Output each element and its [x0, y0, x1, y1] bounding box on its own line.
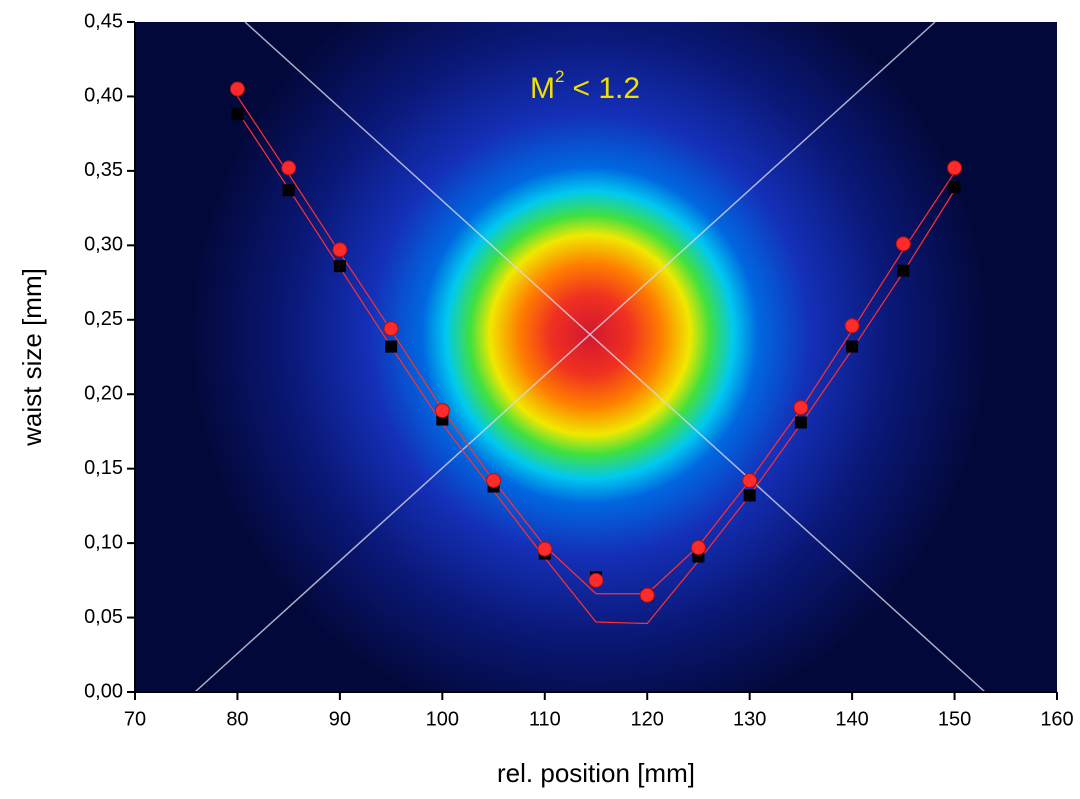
circle-point	[794, 401, 808, 415]
circle-point	[896, 237, 910, 251]
square-point	[949, 181, 961, 193]
x-tick-label: 110	[529, 708, 561, 730]
circle-point	[487, 474, 501, 488]
annotation: M2 < 1.2	[530, 67, 640, 104]
circle-point	[384, 322, 398, 336]
x-axis-label: rel. position [mm]	[497, 758, 695, 788]
circle-point	[691, 541, 705, 555]
x-tick-label: 160	[1040, 708, 1073, 730]
x-tick-label: 140	[835, 708, 868, 730]
circle-point	[640, 588, 654, 602]
annotation-base: M	[530, 72, 555, 105]
square-point	[744, 489, 756, 501]
chart: M2 < 1.2 rel. position [mm] waist size [m…	[0, 0, 1080, 799]
circle-point	[230, 82, 244, 96]
x-tick-label: 90	[329, 708, 351, 730]
square-point	[897, 265, 909, 277]
x-tick-label: 150	[938, 708, 971, 730]
y-axis-label: waist size [mm]	[17, 268, 47, 447]
square-point	[846, 341, 858, 353]
square-point	[795, 417, 807, 429]
circle-point	[435, 404, 449, 418]
circle-point	[333, 243, 347, 257]
x-tick-label: 80	[226, 708, 248, 730]
beam-image	[135, 22, 1057, 692]
square-point	[334, 260, 346, 272]
square-point	[385, 341, 397, 353]
x-tick-label: 100	[426, 708, 459, 730]
x-tick-label: 130	[733, 708, 766, 730]
circle-point	[948, 161, 962, 175]
y-tick-label: 0,10	[84, 531, 123, 553]
y-tick-label: 0,30	[84, 234, 123, 256]
annotation-sup: 2	[555, 67, 564, 86]
x-tick-label: 70	[124, 708, 146, 730]
circle-point	[282, 161, 296, 175]
square-point	[231, 108, 243, 120]
y-tick-label: 0,45	[84, 10, 123, 32]
circle-point	[589, 573, 603, 587]
annotation-rest: < 1.2	[572, 72, 640, 105]
y-tick-label: 0,05	[84, 606, 123, 628]
circle-point	[845, 319, 859, 333]
y-tick-label: 0,35	[84, 159, 123, 181]
y-tick-label: 0,20	[84, 383, 123, 405]
y-tick-label: 0,00	[84, 680, 123, 702]
circle-point	[743, 474, 757, 488]
square-point	[283, 184, 295, 196]
y-tick-label: 0,15	[84, 457, 123, 479]
x-tick-label: 120	[631, 708, 664, 730]
circle-point	[538, 542, 552, 556]
y-tick-label: 0,40	[84, 85, 123, 107]
y-tick-label: 0,25	[84, 308, 123, 330]
